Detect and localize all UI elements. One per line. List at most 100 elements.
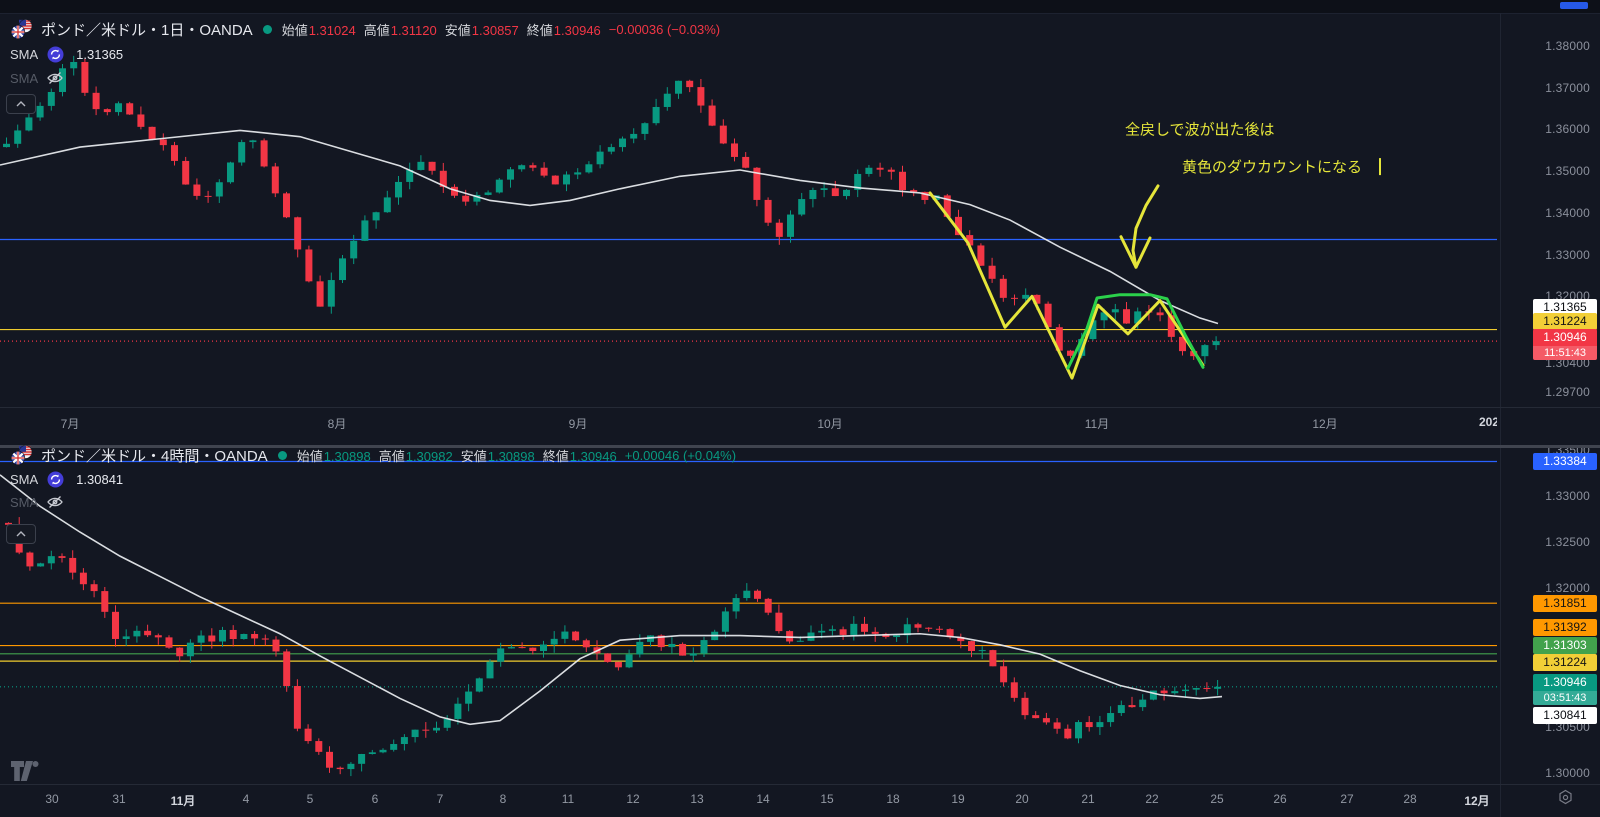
panel-graphics-1 [0, 460, 1497, 777]
price-level-label[interactable]: 1.30841 [1533, 707, 1597, 724]
time-tick-label: 14 [756, 792, 770, 806]
symbol-title[interactable]: ポンド／米ドル・1日・OANDA [41, 21, 253, 39]
gbpusd-flags-icon [10, 445, 33, 465]
time-tick-label: 21 [1081, 792, 1095, 806]
ohlc-open: 始値1.30898 [297, 446, 371, 465]
time-tick-label: 4 [242, 792, 250, 806]
sma-line[interactable] [0, 474, 1223, 726]
time-scale-daily[interactable]: 7月 8月 9月 10月 11月 12月 202 [0, 410, 1497, 436]
price-level-label[interactable]: 1.31851 [1533, 595, 1597, 612]
candles [5, 517, 1222, 777]
panel-divider-handle[interactable] [0, 445, 1600, 448]
price-tick-label: 1.35000 [1545, 164, 1590, 179]
price-tick-label: 1.33000 [1545, 247, 1590, 262]
price-level-label[interactable]: 1.30946 03:51:43 [1533, 674, 1597, 705]
annotation-text[interactable]: 全戻しで波が出た後は [1125, 121, 1275, 139]
high-value: 1.31120 [390, 22, 437, 38]
price-tick-label: 1.32500 [1545, 535, 1590, 550]
time-tick-label: 8月 [327, 417, 347, 431]
price-level-label[interactable]: 1.31224 [1533, 313, 1597, 330]
chevron-up-icon [16, 531, 26, 537]
sma-value: 1.30841 [76, 471, 124, 487]
open-value: 1.31024 [308, 22, 356, 38]
open-value: 1.30898 [323, 448, 371, 464]
price-level-label[interactable]: 1.31303 [1533, 637, 1597, 654]
eye-off-icon[interactable] [46, 493, 64, 511]
close-value: 1.30946 [569, 448, 617, 464]
price-scale-4h[interactable]: 1.33500 1.33000 1.32500 1.32000 1.30500 1.300… [1500, 443, 1600, 784]
indicator-row-sma-4h[interactable]: SMA 1.30841 [10, 470, 123, 488]
symbol-header-daily: ポンド／米ドル・1日・OANDA 始値1.31024 高値1.31120 安値1… [10, 18, 720, 40]
price-level-label[interactable]: 1.31392 [1533, 619, 1597, 636]
yellow-zigzag-drawing[interactable] [928, 191, 1205, 380]
price-tick-label: 1.37000 [1545, 80, 1590, 95]
market-status-dot[interactable] [277, 450, 287, 460]
top-toolbar-fragment [0, 0, 1600, 14]
time-tick-label: 12 [626, 792, 640, 806]
price-tick-label: 1.32000 [1545, 581, 1590, 596]
time-tick-label: 30 [45, 792, 59, 806]
sma2-label: SMA [10, 494, 39, 510]
sma-loading-icon[interactable] [46, 470, 64, 488]
low-value: 1.30898 [487, 448, 535, 464]
sma2-label: SMA [10, 70, 39, 86]
annotation-text[interactable]: 黄色のダウカウントになる [1182, 159, 1362, 176]
price-level-label[interactable]: 1.31224 [1533, 654, 1597, 671]
price-tick-label: 1.36000 [1545, 122, 1590, 137]
tradingview-logo[interactable] [10, 759, 42, 788]
price-scale-settings-gear-icon[interactable] [1557, 789, 1574, 811]
ohlc-low: 安値1.30857 [445, 20, 519, 39]
indicator-row-sma2-4h[interactable]: SMA [10, 493, 64, 511]
time-tick-label: 9月 [568, 417, 588, 431]
change-value: +0.00046 (+0.04%) [624, 447, 737, 463]
open-label: 始値 [281, 22, 308, 38]
market-status-dot[interactable] [262, 24, 272, 34]
time-tick-label: 13 [690, 792, 704, 806]
yellow-arrow-head[interactable] [1119, 235, 1152, 269]
collapse-indicators-button-daily[interactable] [6, 94, 36, 114]
price-scale-daily[interactable]: 1.38000 1.37000 1.36000 1.35000 1.34000 1.330… [1500, 13, 1600, 407]
sma-line[interactable] [0, 129, 1219, 325]
yellow-arrow-drawing[interactable] [1131, 184, 1160, 269]
sma-loading-icon[interactable] [46, 45, 64, 63]
price-level-label[interactable]: 1.30946 11:51:43 [1533, 329, 1597, 360]
price-level-label[interactable]: 1.31365 [1533, 299, 1597, 316]
time-tick-label: 27 [1340, 792, 1354, 806]
high-label: 高値 [363, 22, 390, 38]
time-tick-label: 6 [371, 792, 379, 806]
time-axis-border-4h [0, 784, 1600, 785]
time-tick-label: 20 [1015, 792, 1029, 806]
time-tick-label: 26 [1273, 792, 1287, 806]
low-value: 1.30857 [471, 22, 519, 38]
cut-off-toolbar-item[interactable] [1560, 2, 1588, 9]
time-tick-label: 12月 [1464, 794, 1490, 808]
symbol-title[interactable]: ポンド／米ドル・4時間・OANDA [41, 447, 268, 465]
countdown-timer: 11:51:43 [1533, 346, 1597, 360]
time-tick-label: 5 [306, 792, 314, 806]
ohlc-high: 高値1.30982 [379, 446, 453, 465]
time-tick-label: 10月 [817, 417, 843, 431]
price-level-label[interactable]: 1.33384 [1533, 453, 1597, 470]
indicator-row-sma-daily[interactable]: SMA 1.31365 [10, 45, 123, 63]
time-tick-label: 11月 [170, 794, 196, 808]
ohlc-close: 終値1.30946 [543, 446, 617, 465]
price-tick-label: 1.33000 [1545, 489, 1590, 503]
ohlc-high: 高値1.31120 [364, 20, 437, 39]
time-tick-label: 11 [561, 792, 575, 806]
eye-off-icon[interactable] [46, 69, 64, 87]
time-scale-4h[interactable]: 30 31 11月 4 5 6 7 8 11 12 13 14 15 18 19 20 21 22 25 26 27 28… [0, 787, 1497, 813]
price-tick-label: 1.38000 [1545, 39, 1590, 53]
gbpusd-flags-icon [10, 19, 33, 39]
low-label: 安値 [460, 448, 487, 464]
indicator-row-sma2-daily[interactable]: SMA [10, 69, 64, 87]
green-zigzag-drawing[interactable] [1066, 293, 1205, 370]
change-value: −0.00036 (−0.03%) [608, 21, 721, 37]
time-tick-label: 202 [1478, 415, 1497, 429]
price-axis-border [1500, 13, 1501, 817]
high-value: 1.30982 [405, 448, 453, 464]
low-label: 安値 [444, 22, 471, 38]
collapse-indicators-button-4h[interactable] [6, 524, 36, 544]
close-label: 終値 [542, 448, 569, 464]
